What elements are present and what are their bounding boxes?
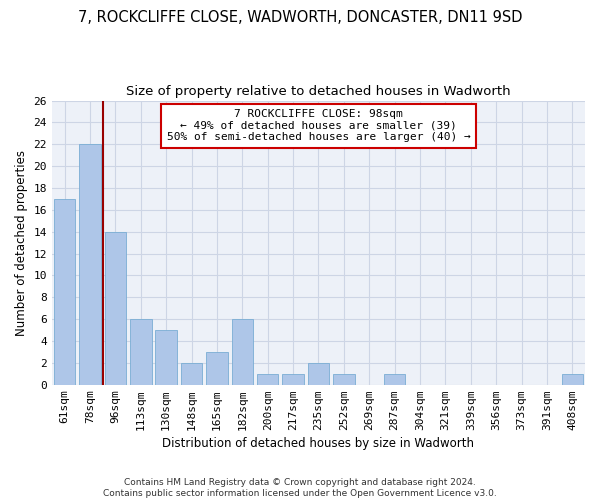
Text: Contains HM Land Registry data © Crown copyright and database right 2024.
Contai: Contains HM Land Registry data © Crown c… xyxy=(103,478,497,498)
Text: 7, ROCKCLIFFE CLOSE, WADWORTH, DONCASTER, DN11 9SD: 7, ROCKCLIFFE CLOSE, WADWORTH, DONCASTER… xyxy=(78,10,522,25)
Bar xyxy=(130,319,152,384)
Bar xyxy=(54,199,76,384)
Bar xyxy=(562,374,583,384)
X-axis label: Distribution of detached houses by size in Wadworth: Distribution of detached houses by size … xyxy=(163,437,475,450)
Bar xyxy=(232,319,253,384)
Bar xyxy=(308,363,329,384)
Bar xyxy=(155,330,177,384)
Bar xyxy=(333,374,355,384)
Text: 7 ROCKCLIFFE CLOSE: 98sqm
← 49% of detached houses are smaller (39)
50% of semi-: 7 ROCKCLIFFE CLOSE: 98sqm ← 49% of detac… xyxy=(167,109,470,142)
Bar xyxy=(181,363,202,384)
Bar xyxy=(384,374,406,384)
Title: Size of property relative to detached houses in Wadworth: Size of property relative to detached ho… xyxy=(126,85,511,98)
Y-axis label: Number of detached properties: Number of detached properties xyxy=(15,150,28,336)
Bar xyxy=(257,374,278,384)
Bar xyxy=(104,232,126,384)
Bar xyxy=(79,144,101,384)
Bar xyxy=(282,374,304,384)
Bar xyxy=(206,352,228,384)
